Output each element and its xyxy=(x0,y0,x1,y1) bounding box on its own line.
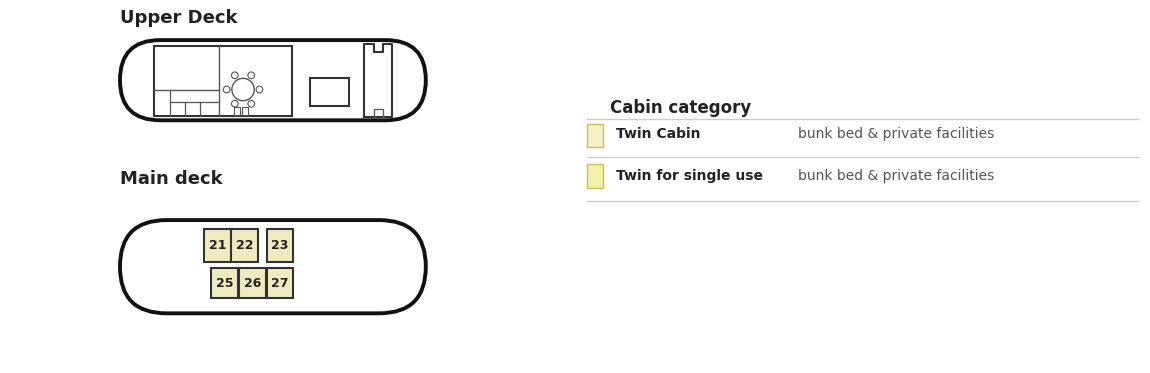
Text: 21: 21 xyxy=(208,239,227,252)
Bar xyxy=(267,268,293,298)
Bar xyxy=(212,268,238,298)
Bar xyxy=(239,268,266,298)
Text: 27: 27 xyxy=(271,277,289,290)
Text: bunk bed & private facilities: bunk bed & private facilities xyxy=(798,169,995,183)
Text: Cabin category: Cabin category xyxy=(611,99,752,117)
Circle shape xyxy=(223,86,230,93)
Circle shape xyxy=(232,78,254,101)
Bar xyxy=(233,107,240,115)
Bar xyxy=(204,229,231,262)
Bar xyxy=(586,164,604,188)
Text: Twin for single use: Twin for single use xyxy=(616,169,764,183)
Text: Main deck: Main deck xyxy=(120,170,223,188)
Bar xyxy=(310,78,350,106)
Text: 26: 26 xyxy=(244,277,261,290)
Circle shape xyxy=(231,72,238,79)
FancyBboxPatch shape xyxy=(120,220,426,313)
Circle shape xyxy=(248,72,254,79)
Circle shape xyxy=(256,86,263,93)
Text: Upper Deck: Upper Deck xyxy=(120,9,237,27)
Text: 22: 22 xyxy=(236,239,254,252)
Bar xyxy=(231,229,259,262)
Text: Twin Cabin: Twin Cabin xyxy=(616,126,700,141)
Text: 25: 25 xyxy=(216,277,233,290)
Text: bunk bed & private facilities: bunk bed & private facilities xyxy=(798,126,995,141)
Bar xyxy=(586,124,604,147)
Circle shape xyxy=(248,100,254,107)
Bar xyxy=(242,107,248,115)
FancyBboxPatch shape xyxy=(120,40,426,120)
Text: 23: 23 xyxy=(271,239,289,252)
Circle shape xyxy=(231,100,238,107)
Bar xyxy=(267,229,293,262)
Bar xyxy=(154,46,292,116)
